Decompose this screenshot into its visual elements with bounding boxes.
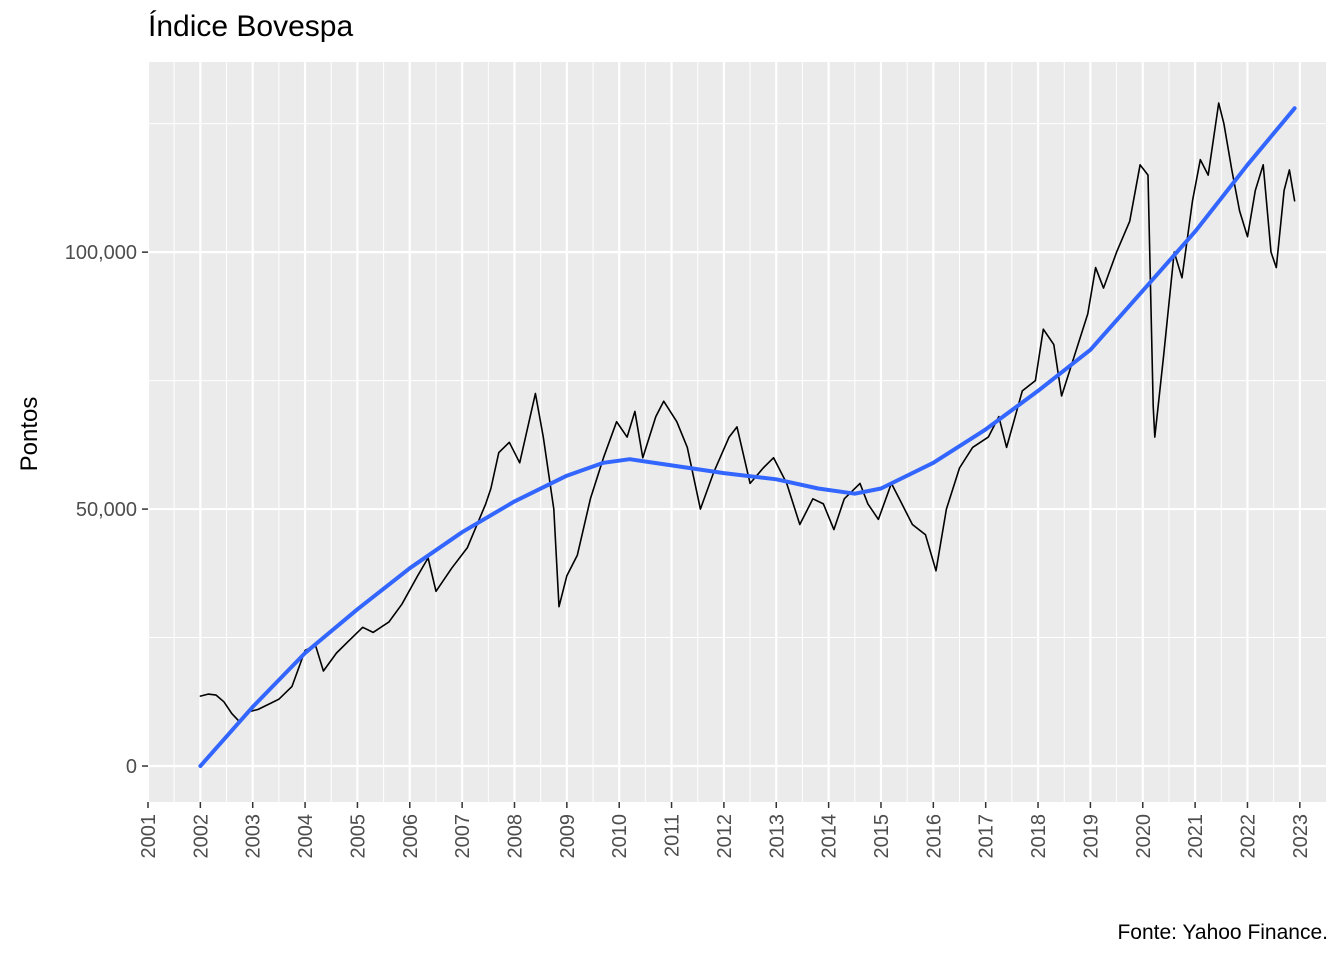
x-tick-label: 2001: [138, 814, 160, 859]
smooth-trend-line: [198, 106, 1297, 768]
plot-panel: [148, 62, 1326, 802]
x-tick-label: 2015: [871, 814, 893, 859]
x-tick-label: 2003: [243, 814, 265, 859]
x-tick-label: 2023: [1290, 814, 1312, 859]
x-tick-label: 2019: [1080, 814, 1102, 859]
chart-title: Índice Bovespa: [148, 10, 354, 43]
x-tick-label: 2010: [609, 814, 631, 859]
chart-caption: Fonte: Yahoo Finance.: [1117, 921, 1328, 944]
x-tick-label: 2008: [504, 814, 526, 859]
x-tick-label: 2009: [557, 814, 579, 859]
y-tick-label: 100,000: [65, 242, 137, 264]
major-gridlines: [146, 62, 1326, 802]
x-tick-label: 2004: [295, 814, 317, 859]
minor-gridlines: [148, 62, 1326, 802]
x-tick-label: 2002: [190, 814, 212, 859]
x-tick-label: 2018: [1028, 814, 1050, 859]
x-axis: 2001 2002 2003 2004 2005 2006 2007 2008 2009 2010…: [138, 802, 1312, 859]
x-tick-label: 2007: [452, 814, 474, 859]
series-layer: [198, 102, 1297, 768]
x-tick-label: 2005: [347, 814, 369, 859]
x-tick-label: 2011: [662, 814, 684, 857]
x-tick-label: 2006: [400, 814, 422, 859]
x-tick-label: 2016: [923, 814, 945, 859]
y-axis: 0 50,000 100,000: [65, 242, 148, 778]
y-tick-label: 0: [126, 756, 137, 778]
x-tick-label: 2021: [1185, 814, 1207, 859]
x-tick-label: 2014: [819, 814, 841, 859]
x-tick-label: 2022: [1237, 814, 1259, 859]
x-tick-label: 2012: [714, 814, 736, 859]
y-tick-label: 50,000: [76, 499, 137, 521]
x-tick-label: 2020: [1133, 814, 1155, 859]
x-tick-label: 2017: [976, 814, 998, 859]
ibovespa-series-line: [199, 102, 1296, 723]
x-tick-label: 2013: [766, 814, 788, 859]
